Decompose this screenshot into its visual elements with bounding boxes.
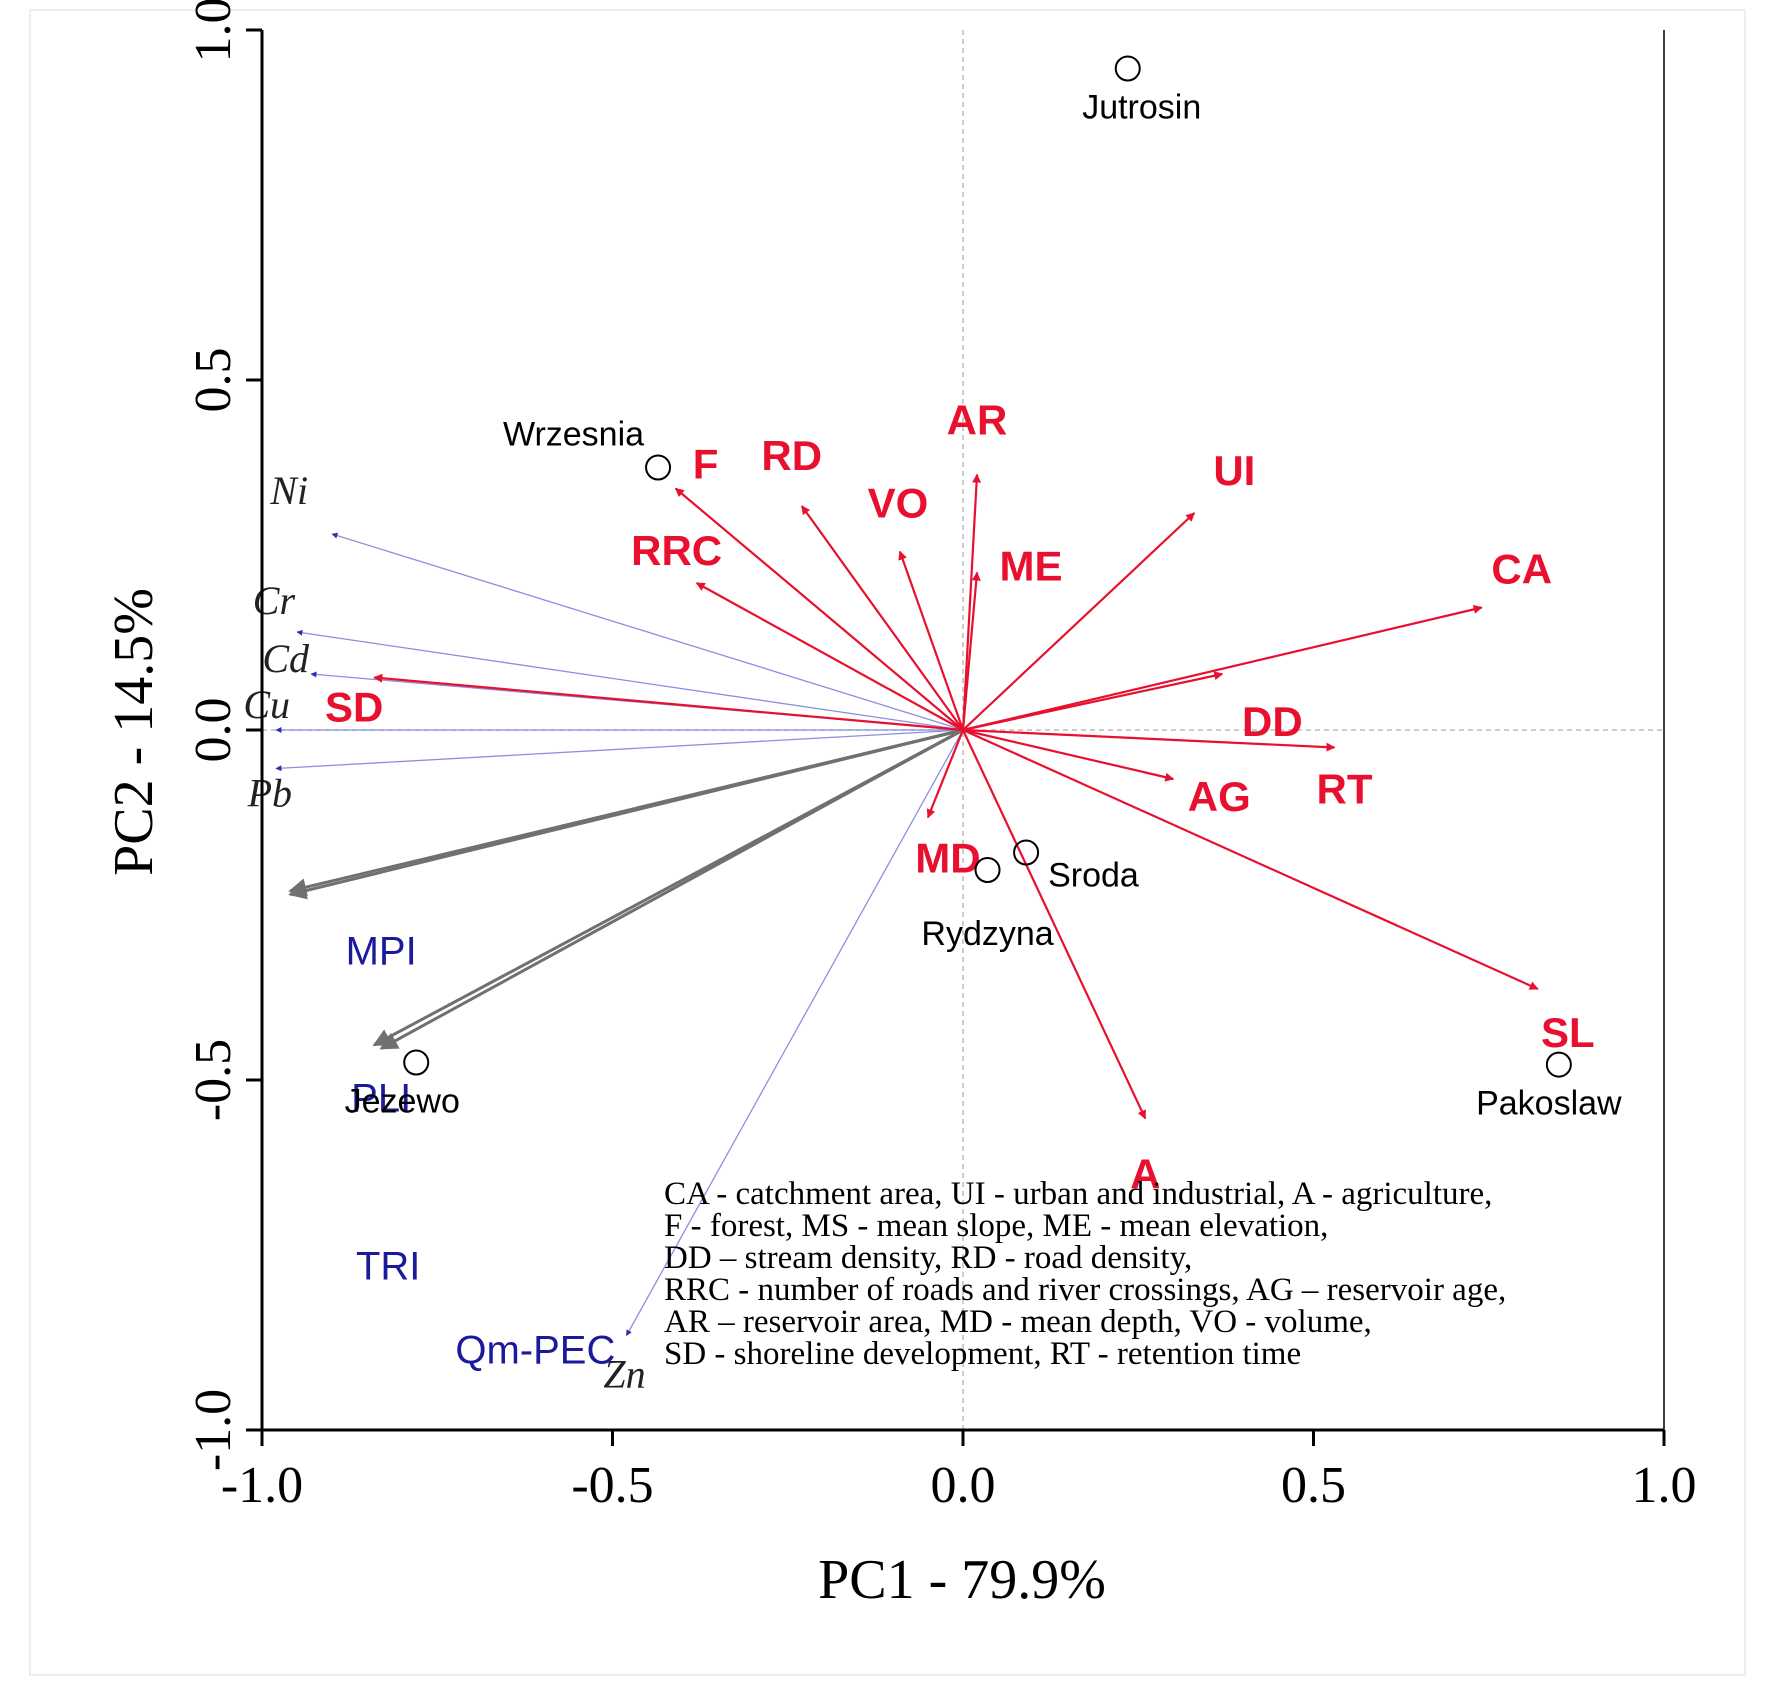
y-tick-label: -1.0 [185, 1389, 242, 1471]
catchment-vector-rrc [695, 582, 964, 731]
catchment-label-rd: RD [761, 432, 822, 479]
index-vectors: MPI PLI TRI Qm-PEC [288, 728, 964, 1373]
metal-label-ni: Ni [269, 468, 308, 513]
catchment-vector-md [926, 729, 965, 819]
x-tick-label: -0.5 [571, 1457, 653, 1514]
metal-label-cd: Cd [262, 636, 310, 681]
legend-line: F - forest, MS - mean slope, ME - mean e… [664, 1208, 1328, 1244]
y-tick-label: 0.0 [185, 698, 242, 763]
x-tick-label: -1.0 [221, 1457, 303, 1514]
catchment-label-rrc: RRC [631, 527, 722, 574]
site-label-pakoslaw: Pakoslaw [1476, 1085, 1622, 1123]
metal-label-cu: Cu [243, 682, 290, 727]
index-vector-pli [288, 728, 964, 900]
metal-vector-cr [296, 629, 964, 731]
figure-frame [29, 9, 1746, 1676]
y-tick-label: 0.5 [185, 348, 242, 413]
catchment-vector-rd [800, 505, 964, 731]
catchment-vector-dd [962, 671, 1224, 732]
sites: Jutrosin Wrzesnia Sroda Rydzyna Jezewo Pakosl… [345, 55, 1622, 1123]
site-label-wrzesnia: Wrzesnia [503, 416, 644, 454]
catchment-label-ar: AR [947, 397, 1008, 444]
site-marker-wrzesnia [645, 454, 672, 481]
legend-line: SD - shoreline development, RT - retenti… [664, 1336, 1301, 1372]
legend-line: AR – reservoir area, MD - mean depth, VO… [664, 1304, 1372, 1340]
site-marker-jezewo [403, 1049, 430, 1076]
catchment-vector-sl [962, 728, 1539, 991]
site-label-jezewo: Jezewo [345, 1083, 460, 1121]
site-marker-pakoslaw [1545, 1051, 1572, 1078]
index-label-qm-pec: Qm-PEC [455, 1329, 615, 1373]
index-vector-qm-pec [379, 728, 964, 1050]
metal-vector-pb [275, 729, 964, 772]
catchment-vector-a [962, 729, 1147, 1120]
catchment-label-vo: VO [868, 480, 929, 527]
x-tick-label: 1.0 [1632, 1457, 1697, 1514]
metal-label-pb: Pb [247, 771, 292, 816]
x-tick-label: 0.0 [931, 1457, 996, 1514]
metal-vector-ni [331, 532, 964, 731]
site-marker-sroda [1013, 839, 1040, 866]
abbreviation-legend: CA - catchment area, UI - urban and indu… [664, 1176, 1506, 1372]
catchment-vector-rt [962, 728, 1336, 752]
legend-line: RRC - number of roads and river crossing… [664, 1272, 1506, 1308]
catchment-label-a: A [1130, 1151, 1160, 1198]
x-axis-label: PC1 - 79.9% [818, 1549, 1106, 1611]
x-tick-label: 0.5 [1281, 1457, 1346, 1514]
catchment-vector-ca [962, 604, 1483, 732]
catchment-vector-me [961, 571, 981, 731]
y-axis-label: PC2 - 14.5% [103, 588, 165, 876]
index-label-tri: TRI [356, 1245, 420, 1289]
catchment-vectors: F RD AR VO ME UI RRC CA DD SD RT AG MD SL A [325, 397, 1595, 1198]
catchment-label-dd: DD [1242, 698, 1303, 745]
index-label-pli: PLI [351, 1077, 411, 1121]
site-label-sroda: Sroda [1048, 857, 1139, 895]
axes: -1.0 -0.5 0.0 0.5 1.0 -1.0 -0.5 0.0 0.5 1.0 [185, 0, 1697, 1514]
site-marker-jutrosin [1114, 55, 1141, 82]
catchment-vector-ar [961, 473, 982, 731]
catchment-label-rt: RT [1317, 766, 1373, 813]
catchment-vector-ag [962, 728, 1175, 782]
catchment-label-sd: SD [325, 684, 383, 731]
site-label-rydzyna: Rydzyna [921, 915, 1053, 953]
catchment-label-me: ME [1000, 543, 1063, 590]
catchment-vector-sd [373, 673, 964, 732]
catchment-label-ag: AG [1188, 773, 1251, 820]
catchment-label-ca: CA [1491, 546, 1552, 593]
legend-line: DD – stream density, RD - road density, [664, 1240, 1192, 1276]
legend-line: CA - catchment area, UI - urban and indu… [664, 1176, 1492, 1212]
site-label-jutrosin: Jutrosin [1082, 89, 1201, 127]
catchment-vector-ui [962, 512, 1196, 731]
metal-vector-zn [625, 729, 964, 1337]
catchment-vector-f [674, 487, 964, 731]
catchment-label-md: MD [915, 835, 980, 882]
site-marker-rydzyna [974, 857, 1001, 883]
y-tick-label: -0.5 [185, 1039, 242, 1121]
metal-label-cr: Cr [253, 578, 296, 623]
metal-label-zn: Zn [603, 1352, 645, 1397]
catchment-label-f: F [693, 441, 719, 488]
y-tick-label: 1.0 [185, 0, 242, 63]
index-label-mpi: MPI [346, 930, 417, 974]
catchment-label-ui: UI [1213, 447, 1255, 494]
catchment-label-sl: SL [1541, 1009, 1595, 1056]
catchment-vector-vo [898, 550, 965, 731]
